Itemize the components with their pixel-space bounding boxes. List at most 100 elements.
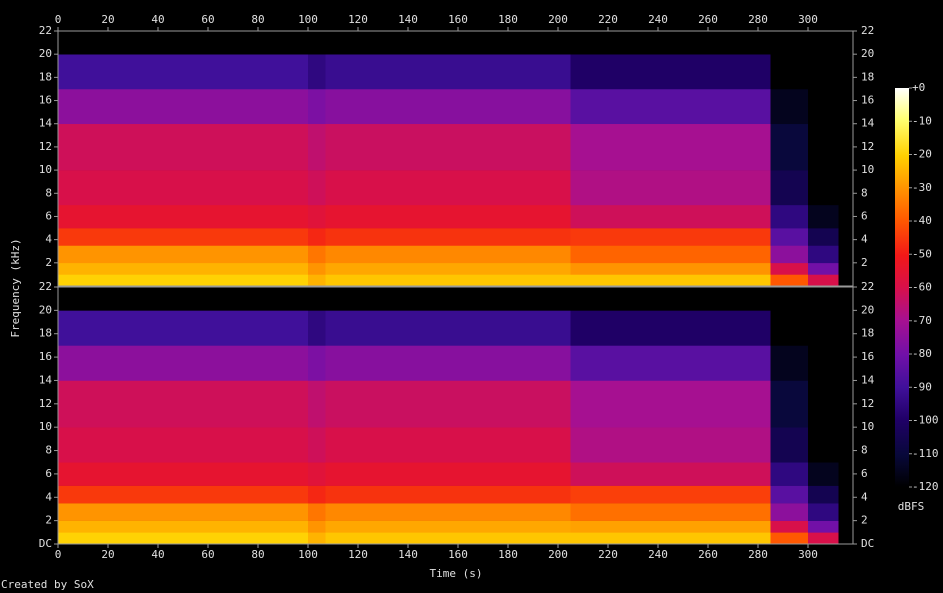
spectrogram-cell [808,228,839,246]
y-tick-label: 14 [39,373,53,386]
spectrogram-cell [808,123,839,171]
spectrogram-cell [808,287,839,311]
y-tick-label: 2 [45,256,52,269]
y-tick-label: 10 [861,163,874,176]
spectrogram-cell [308,462,326,486]
spectrogram-cell [808,88,839,125]
spectrogram-cell [325,520,571,533]
spectrogram-cell [325,532,571,545]
colorbar-tick-label: -70 [912,314,932,327]
x-tick-label: 120 [348,548,368,561]
spectrogram-cell [58,123,309,171]
y-tick-label: 12 [39,140,52,153]
x-tick-label: 20 [101,13,114,26]
spectrogram-cell [58,170,309,206]
colorbar-tick-label: -30 [912,181,932,194]
spectrogram-cell [325,170,571,206]
y-tick-label: 20 [39,47,52,60]
y-tick-label: 20 [861,47,874,60]
y-tick-label: 12 [861,397,874,410]
spectrogram-cell [570,204,771,229]
spectrogram-cell [308,427,326,463]
spectrogram-cell [770,310,809,346]
spectrogram-cell [325,503,571,521]
colorbar-tick-label: -80 [912,347,932,360]
spectrogram-cell [308,345,326,381]
spectrogram-cell [570,123,771,171]
spectrogram-cell [58,274,309,287]
y-tick-label: 2 [45,514,52,527]
spectrogram-cell [770,88,809,125]
spectrogram-cell [770,427,809,463]
spectrogram-cell [325,427,571,463]
y-tick-label: 6 [45,209,52,222]
spectrogram-cell [325,274,571,287]
colorbar-tick-label: -110 [912,447,939,460]
spectrogram-cell [308,503,326,521]
spectrogram-cell [570,170,771,206]
x-tick-label: 160 [448,13,468,26]
y-tick-label: 2 [861,514,868,527]
spectrogram-cell [58,54,309,90]
spectrogram-cell [808,310,839,346]
spectrogram-cell [570,310,771,346]
spectrogram-cell [570,462,771,486]
spectrogram-cell [808,345,839,381]
x-tick-label: 100 [298,13,318,26]
spectrogram-cell [808,380,839,428]
y-tick-label: 10 [861,420,874,433]
spectrogram-cell [308,88,326,125]
spectrogram-cell [58,310,309,346]
x-tick-label: 300 [798,548,818,561]
x-tick-label: 0 [55,548,62,561]
plot-frame [57,30,854,287]
y-tick-label: 8 [45,186,52,199]
spectrogram-cell [808,274,839,287]
spectrogram-cell [58,287,309,311]
y-tick-label: 14 [861,373,875,386]
spectrogram-cell [308,287,326,311]
x-tick-label: 180 [498,548,518,561]
spectrogram-cell [325,88,571,125]
colorbar-tick-label: -20 [912,148,932,161]
spectrogram-cell [308,520,326,533]
spectrogram-cell [570,380,771,428]
x-tick-label: 200 [548,548,568,561]
y-tick-label: 16 [861,94,874,107]
spectrogram-cell [325,287,571,311]
y-tick-label: DC [39,537,52,550]
spectrogram-cell [58,462,309,486]
y-tick-label: 20 [39,303,52,316]
spectrogram-cell [308,310,326,346]
x-tick-label: 60 [201,548,214,561]
spectrogram-cell [325,31,571,55]
spectrogram-cell [770,204,809,229]
spectrogram-cell [770,520,809,533]
x-tick-label: 260 [698,13,718,26]
spectrogram-cell [58,245,309,264]
spectrogram-cell [58,204,309,229]
spectrogram-cell [58,345,309,381]
spectrogram-cell [770,31,809,55]
spectrogram-cell [570,287,771,311]
spectrogram-cell [570,503,771,521]
y-tick-label: 20 [861,303,874,316]
x-tick-label: 260 [698,548,718,561]
spectrogram-cell [58,31,309,55]
spectrogram-cell [325,345,571,381]
x-tick-label: 180 [498,13,518,26]
spectrogram-cell [808,462,839,486]
spectrogram-cell [570,228,771,246]
spectrogram-cell [325,204,571,229]
x-tick-label: 160 [448,548,468,561]
spectrogram-cell [308,228,326,246]
x-tick-label: 80 [251,13,264,26]
spectrogram-cell [58,485,309,504]
y-tick-label: DC [861,537,874,550]
x-tick-label: 240 [648,548,668,561]
spectrogram-cell [308,54,326,90]
x-tick-label: 280 [748,13,768,26]
x-tick-label: 20 [101,548,114,561]
colorbar [895,88,909,487]
y-tick-label: 6 [861,467,868,480]
